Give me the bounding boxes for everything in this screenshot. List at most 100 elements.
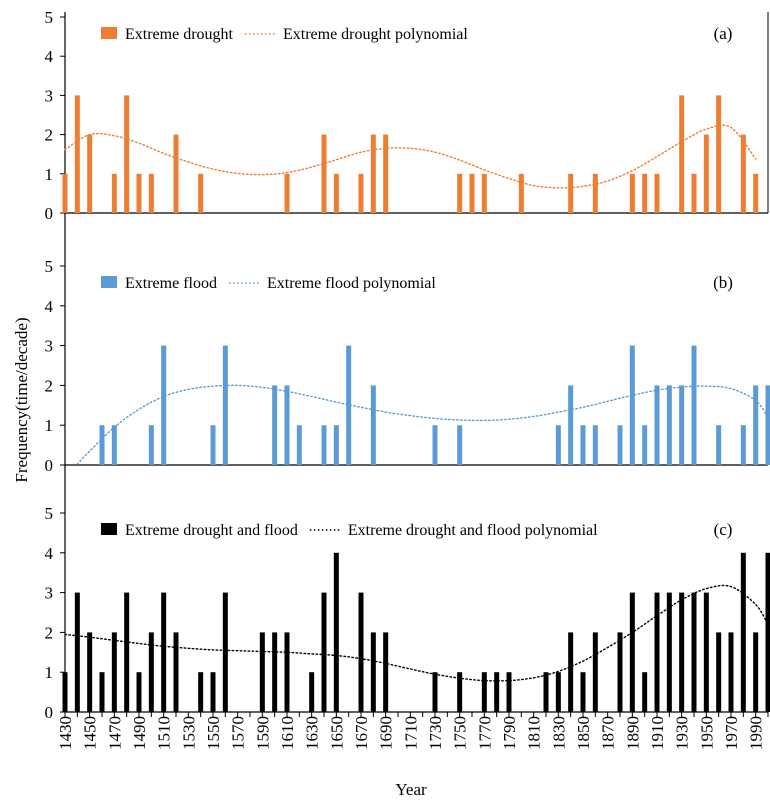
panel-b-bar [716, 425, 722, 465]
panel-b-bar [432, 425, 438, 465]
panel-a-bar [740, 134, 746, 213]
panel-b-bar [111, 425, 117, 465]
panel-a-bar [198, 173, 204, 213]
x-tick-label: 1830 [549, 716, 568, 750]
panel-c-bar [111, 632, 117, 712]
x-tick-label: 1570 [229, 716, 248, 750]
panel-b-y-tick-label: 3 [45, 337, 54, 356]
panel-c-bar [703, 592, 709, 712]
panel-c-bar [210, 672, 216, 712]
panel-c-bar [753, 632, 759, 712]
panel-c-bar [506, 672, 512, 712]
panel-a-y-tick-label: 3 [45, 86, 54, 105]
panel-c-label: (c) [714, 520, 733, 539]
panel-a-bar [383, 134, 389, 213]
panel-c-legend-swatch [101, 523, 117, 535]
x-tick-label: 1950 [697, 716, 716, 750]
panel-b-y-tick-label: 1 [45, 416, 54, 435]
panel-b-bar [740, 425, 746, 465]
panel-a-y-tick-label: 1 [45, 165, 54, 184]
panel-c-legend-label-bars: Extreme drought and flood [125, 522, 298, 539]
panel-a-bar [568, 173, 574, 213]
panel-a-bar [654, 173, 660, 213]
panel-c-bar [309, 672, 315, 712]
panel-a-bar [481, 173, 487, 213]
panel-a-bar [457, 173, 463, 213]
panel-c-bar [124, 592, 130, 712]
panel-c-bar [432, 672, 438, 712]
panel-c-bar [321, 592, 327, 712]
x-tick-label: 1810 [525, 716, 544, 750]
panel-a-legend-label-bars: Extreme drought [125, 26, 234, 43]
panel-b-bar [765, 385, 770, 465]
plot-layer: 0 1 2 3 4 5 Extreme drought Extreme drought pol… [45, 8, 770, 750]
panel-a-y-tick-label: 2 [45, 126, 54, 145]
panel-b-bar [691, 345, 697, 465]
panel-c-bar [592, 632, 598, 712]
panel-b-bar [642, 425, 648, 465]
panel-b-legend-label-bars: Extreme flood [125, 275, 217, 292]
panel-c-bar [222, 592, 228, 712]
panel-b-y-tick-label: 2 [45, 376, 54, 395]
panel-a-bar [358, 173, 364, 213]
x-tick-label: 1890 [623, 716, 642, 750]
x-tick-label: 1790 [500, 716, 519, 750]
panel-b-bar [210, 425, 216, 465]
x-tick-label: 1610 [278, 716, 297, 750]
panel-c-bar [284, 632, 290, 712]
panel-c-bar [728, 632, 734, 712]
panel-b-bar [284, 385, 290, 465]
panel-c-bar [457, 672, 463, 712]
panel-b-bar [580, 425, 586, 465]
x-tick-label: 1750 [451, 716, 470, 750]
x-axis-title: Year [395, 780, 427, 799]
panel-b-bar [272, 385, 278, 465]
x-tick-label: 1470 [105, 716, 124, 750]
panel-c-bar [99, 672, 105, 712]
panel-c-bar [481, 672, 487, 712]
panel-a-legend-swatch [101, 27, 117, 39]
panel-b-y-tick-label: 0 [45, 456, 54, 475]
x-tick-label: 1630 [303, 716, 322, 750]
panel-b-y-tick-label: 4 [45, 297, 54, 316]
panel-b-bar [679, 385, 685, 465]
panel-a-y-tick-label: 5 [45, 8, 54, 27]
x-tick-label: 1590 [253, 716, 272, 750]
panel-a-bar [518, 173, 524, 213]
panel-b-bar [592, 425, 598, 465]
panel-c-bar [654, 592, 660, 712]
panel-a-bar [148, 173, 154, 213]
x-tick-label: 1710 [401, 716, 420, 750]
panel-c-y-tick-label: 5 [45, 504, 54, 523]
panel-a-bar [716, 95, 722, 213]
panel-a-bar [629, 173, 635, 213]
panel-c-bar [173, 632, 179, 712]
panel-c-bar [691, 592, 697, 712]
panel-c-bar [543, 672, 549, 712]
panel-c-y-tick-label: 3 [45, 584, 54, 603]
panel-b-label: (b) [713, 273, 733, 292]
x-tick-label: 1690 [377, 716, 396, 750]
panel-b-bar [555, 425, 561, 465]
panel-a-bar [111, 173, 117, 213]
panel-c-bar [161, 592, 167, 712]
panel-a-bar [173, 134, 179, 213]
panel-c-bar [555, 672, 561, 712]
panel-b-legend-label-trend: Extreme flood polynomial [267, 275, 436, 292]
panel-c-bar [136, 672, 142, 712]
panel-a-legend-label-trend: Extreme drought polynomial [283, 26, 468, 43]
panel-c-bar [716, 632, 722, 712]
panel-c-bar [333, 552, 339, 712]
x-tick-label: 1930 [673, 716, 692, 750]
panel-c-bar [87, 632, 93, 712]
x-tick-label: 1670 [352, 716, 371, 750]
panel-b-bar [457, 425, 463, 465]
panel-a-label: (a) [714, 24, 733, 43]
panel-c-y-tick-label: 1 [45, 663, 54, 682]
panel-a-bar [124, 95, 130, 213]
panel-c-bar [370, 632, 376, 712]
panel-c-legend-label-trend: Extreme drought and flood polynomial [348, 522, 598, 539]
panel-b-y-tick-label: 5 [45, 257, 54, 276]
panel-a-y-tick-label: 4 [45, 47, 54, 66]
panel-b-bar [346, 345, 352, 465]
